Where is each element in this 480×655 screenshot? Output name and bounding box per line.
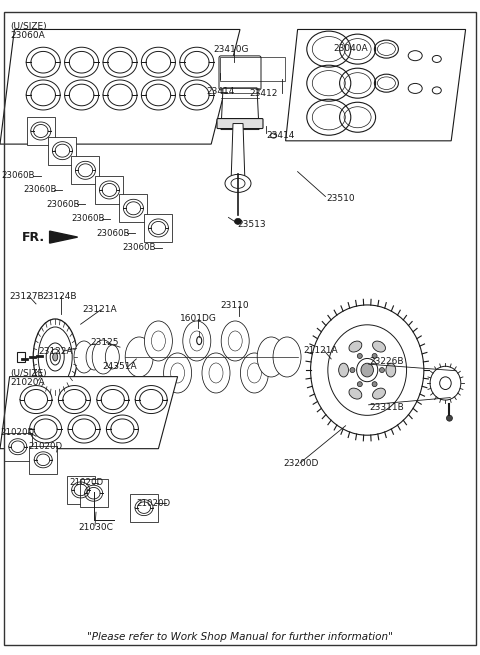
- Text: (U/SIZE): (U/SIZE): [11, 369, 47, 378]
- Polygon shape: [231, 124, 245, 183]
- Text: 23226B: 23226B: [370, 357, 404, 366]
- Text: 23110: 23110: [221, 301, 250, 310]
- Ellipse shape: [50, 349, 60, 365]
- Text: 21020D: 21020D: [137, 498, 171, 508]
- Ellipse shape: [350, 367, 355, 373]
- Text: 23124B: 23124B: [42, 291, 77, 301]
- Text: 23060B: 23060B: [71, 214, 105, 223]
- Ellipse shape: [349, 341, 362, 352]
- FancyBboxPatch shape: [67, 476, 95, 504]
- Text: 23412: 23412: [249, 88, 277, 98]
- Text: "Please refer to Work Shop Manual for further information": "Please refer to Work Shop Manual for fu…: [87, 631, 393, 642]
- Polygon shape: [49, 231, 78, 243]
- Ellipse shape: [197, 337, 202, 345]
- Ellipse shape: [33, 319, 77, 395]
- Text: (U/SIZE): (U/SIZE): [11, 22, 47, 31]
- Text: 23121A: 23121A: [83, 305, 117, 314]
- Ellipse shape: [273, 337, 301, 377]
- Ellipse shape: [225, 174, 251, 193]
- Text: 23060A: 23060A: [11, 31, 45, 40]
- Ellipse shape: [249, 120, 259, 128]
- Text: 21030C: 21030C: [78, 523, 113, 532]
- FancyBboxPatch shape: [219, 56, 261, 90]
- Text: 21020D: 21020D: [70, 478, 104, 487]
- FancyBboxPatch shape: [4, 433, 32, 460]
- Text: 23414: 23414: [266, 131, 295, 140]
- FancyBboxPatch shape: [80, 479, 108, 507]
- Text: 23513: 23513: [238, 220, 266, 229]
- Text: 21121A: 21121A: [303, 346, 338, 355]
- Text: 23060B: 23060B: [96, 229, 130, 238]
- Ellipse shape: [372, 388, 385, 399]
- Text: 23311B: 23311B: [370, 403, 404, 412]
- Ellipse shape: [53, 353, 58, 361]
- Text: 23040A: 23040A: [334, 44, 368, 53]
- Ellipse shape: [86, 344, 102, 370]
- Text: FR.: FR.: [22, 231, 45, 244]
- Ellipse shape: [221, 321, 249, 361]
- Ellipse shape: [164, 353, 192, 393]
- Ellipse shape: [105, 345, 120, 369]
- Ellipse shape: [357, 382, 362, 386]
- Ellipse shape: [74, 341, 94, 373]
- Ellipse shape: [349, 388, 362, 399]
- FancyBboxPatch shape: [144, 214, 172, 242]
- Ellipse shape: [202, 353, 230, 393]
- FancyBboxPatch shape: [29, 446, 57, 474]
- Ellipse shape: [386, 363, 396, 377]
- FancyBboxPatch shape: [96, 176, 123, 204]
- Text: 21020A: 21020A: [11, 378, 45, 387]
- FancyBboxPatch shape: [48, 137, 76, 164]
- FancyBboxPatch shape: [130, 494, 158, 521]
- FancyBboxPatch shape: [27, 117, 55, 145]
- Ellipse shape: [339, 363, 348, 377]
- Ellipse shape: [144, 321, 172, 361]
- Text: 21020D: 21020D: [29, 442, 63, 451]
- Text: 21020D: 21020D: [0, 428, 34, 437]
- Text: 24351A: 24351A: [103, 362, 137, 371]
- Ellipse shape: [357, 354, 362, 358]
- Ellipse shape: [446, 415, 453, 421]
- FancyBboxPatch shape: [120, 195, 147, 222]
- Ellipse shape: [361, 364, 373, 377]
- Ellipse shape: [240, 353, 268, 393]
- Text: 23060B: 23060B: [122, 243, 156, 252]
- Polygon shape: [0, 377, 178, 449]
- Ellipse shape: [311, 305, 424, 435]
- Text: 23060B: 23060B: [46, 200, 80, 209]
- Ellipse shape: [125, 337, 153, 377]
- Text: 1601DG: 1601DG: [180, 314, 217, 324]
- Text: 23127B: 23127B: [10, 291, 44, 301]
- Text: 23060B: 23060B: [23, 185, 57, 195]
- Ellipse shape: [221, 120, 231, 128]
- FancyBboxPatch shape: [217, 119, 263, 128]
- Text: 23122A: 23122A: [38, 346, 73, 356]
- Text: 23125: 23125: [90, 338, 119, 347]
- Polygon shape: [221, 88, 259, 130]
- FancyBboxPatch shape: [72, 157, 99, 184]
- Ellipse shape: [372, 354, 377, 358]
- Ellipse shape: [92, 340, 114, 374]
- Ellipse shape: [38, 327, 72, 387]
- FancyBboxPatch shape: [17, 352, 25, 362]
- Ellipse shape: [328, 325, 407, 415]
- Text: 23060B: 23060B: [1, 171, 35, 180]
- Ellipse shape: [257, 337, 285, 377]
- Ellipse shape: [380, 367, 384, 373]
- Text: 23410G: 23410G: [214, 45, 249, 54]
- Ellipse shape: [235, 218, 241, 225]
- Ellipse shape: [372, 382, 377, 386]
- Ellipse shape: [372, 341, 385, 352]
- Text: 23200D: 23200D: [283, 458, 319, 468]
- Ellipse shape: [46, 343, 64, 371]
- Polygon shape: [0, 29, 240, 144]
- Ellipse shape: [357, 358, 378, 382]
- Polygon shape: [286, 29, 466, 141]
- Ellipse shape: [440, 377, 451, 390]
- Ellipse shape: [183, 321, 211, 361]
- Ellipse shape: [430, 366, 461, 400]
- Text: 23414: 23414: [206, 87, 235, 96]
- Text: 23510: 23510: [326, 194, 355, 203]
